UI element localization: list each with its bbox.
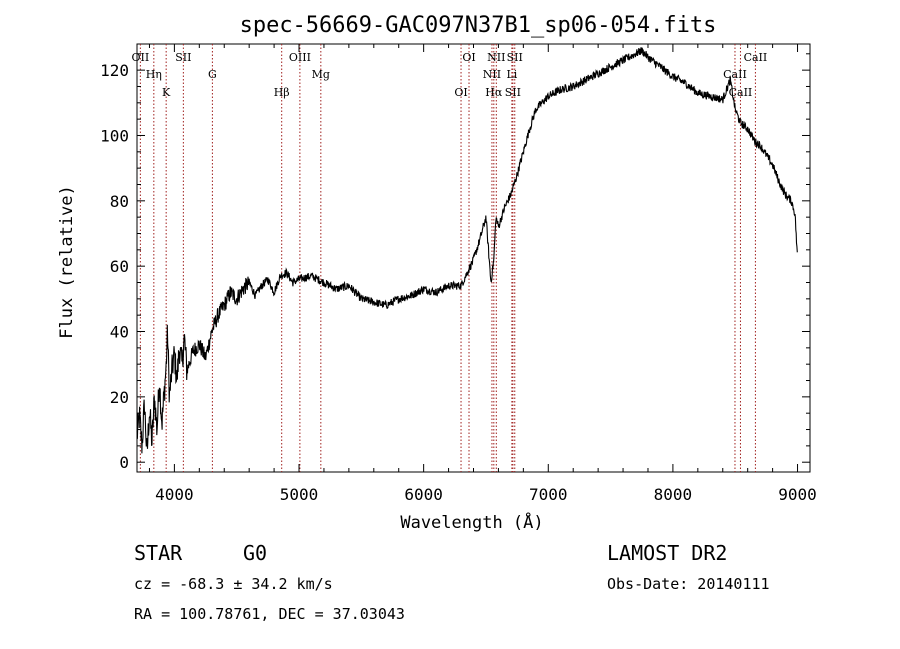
line-label: Hη xyxy=(146,68,162,81)
y-tick-label: 80 xyxy=(110,192,129,211)
object-class: STAR xyxy=(134,541,183,565)
spectrum-series-line xyxy=(136,47,798,454)
coordinates: RA = 100.78761, DEC = 37.03043 xyxy=(134,605,405,623)
line-label: CaII xyxy=(729,86,753,99)
line-label: SII xyxy=(505,86,521,99)
x-tick-label: 6000 xyxy=(404,485,443,504)
line-label: SII xyxy=(507,51,523,64)
line-label: Li xyxy=(506,68,517,81)
line-label: SII xyxy=(175,51,191,64)
chart-title: spec-56669-GAC097N37B1_sp06-054.fits xyxy=(240,13,717,38)
x-tick-label: 8000 xyxy=(654,485,693,504)
line-label: K xyxy=(162,86,171,99)
line-label: Mg xyxy=(312,68,330,81)
x-tick-label: 9000 xyxy=(778,485,817,504)
y-axis-ticks: 0 20 40 60 80 100 120 xyxy=(100,53,810,472)
line-label: Hβ xyxy=(274,86,290,99)
y-tick-label: 0 xyxy=(119,453,129,472)
line-label: Hα xyxy=(485,86,503,99)
line-label: CaII xyxy=(723,68,747,81)
line-label: OI xyxy=(454,86,467,99)
y-axis-label: Flux (relative) xyxy=(57,185,77,339)
x-axis-ticks: 4000 5000 6000 7000 8000 9000 xyxy=(148,44,817,504)
y-tick-label: 120 xyxy=(100,61,129,80)
line-label: NII xyxy=(483,68,501,81)
line-label: OI xyxy=(462,51,475,64)
x-tick-label: 4000 xyxy=(155,485,194,504)
line-label: OIII xyxy=(289,51,311,64)
redshift-velocity: cz = -68.3 ± 34.2 km/s xyxy=(134,575,333,593)
survey-name: LAMOST DR2 xyxy=(607,541,727,565)
x-tick-label: 5000 xyxy=(280,485,319,504)
line-labels: OIIHηKSIIGHβOIIIMgOIOINIIHαNIILiSIISIICa… xyxy=(132,51,768,99)
y-tick-label: 60 xyxy=(110,257,129,276)
object-subclass: G0 xyxy=(243,541,267,565)
x-tick-label: 7000 xyxy=(529,485,568,504)
y-tick-label: 20 xyxy=(110,388,129,407)
emission-lines xyxy=(139,44,756,472)
line-label: OII xyxy=(132,51,150,64)
y-tick-label: 40 xyxy=(110,323,129,342)
line-label: CaII xyxy=(744,51,768,64)
line-label: G xyxy=(208,68,217,81)
line-label: NII xyxy=(487,51,505,64)
x-axis-label: Wavelength (Å) xyxy=(400,511,543,533)
y-tick-label: 100 xyxy=(100,126,129,145)
observation-date: Obs-Date: 20140111 xyxy=(607,575,770,593)
